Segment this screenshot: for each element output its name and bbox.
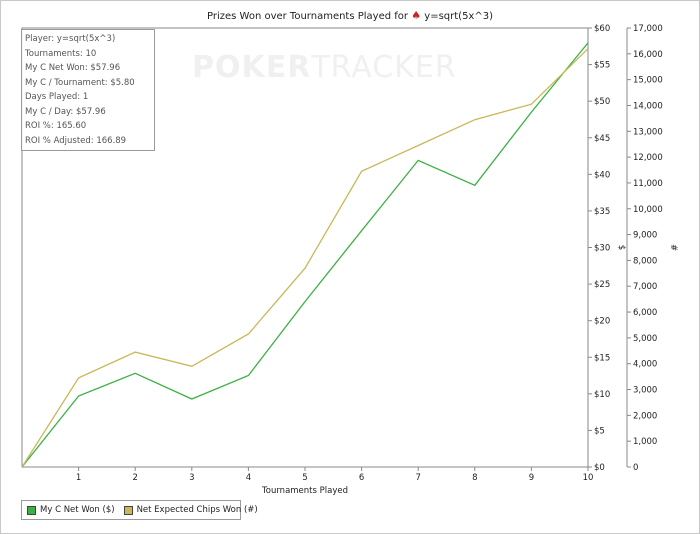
y-right-tick-label: 5,000 [633,334,657,344]
y-left-tick-label: $45 [594,134,610,144]
x-tick-label: 4 [246,473,251,483]
y-left-tick-label: $5 [594,426,605,436]
x-tick-label: 5 [302,473,307,483]
x-tick-label: 1 [76,473,81,483]
y-right-tick-label: 14,000 [633,101,663,111]
stat-line: My C Net Won: $57.96 [25,63,121,73]
y-left-tick-label: $55 [594,61,610,71]
stats-box: Player: y=sqrt(5x^3) Tournaments: 10 My C … [21,29,155,151]
y-right-tick-label: 4,000 [633,360,657,370]
x-tick-label: 3 [189,473,194,483]
stat-line: Tournaments: 10 [25,48,97,59]
x-tick-label: 10 [583,473,594,483]
legend-item: My C Net Won ($) [27,505,115,515]
legend-swatch [27,505,36,515]
chart-title-player: y=sqrt(5x^3) [424,11,493,22]
y-right-tick-label: 6,000 [633,308,657,318]
y-left-tick-label: $25 [594,280,610,290]
spade-icon: ♠ [411,9,422,22]
legend-label: My C Net Won ($) [40,505,115,515]
legend-swatch [123,505,133,515]
y-left-tick-label: $60 [594,24,610,34]
stat-line: ROI %: 165.60 [25,121,87,131]
x-axis-title: Tournaments Played [261,486,348,496]
y-left-tick-label: $20 [594,317,610,327]
y-right-tick-label: 17,000 [633,24,663,34]
y-right-tick-label: 1,000 [633,437,657,447]
y-right-tick-label: 11,000 [633,179,663,189]
y-right-tick-label: 0 [633,463,638,473]
x-tick-label: 9 [529,473,534,483]
stat-line: Player: y=sqrt(5x^3) [25,34,116,44]
y-left-tick-label: $0 [594,463,605,473]
y-right-tick-label: 3,000 [633,386,657,396]
stat-line: Days Played: 1 [25,92,89,102]
x-tick-label: 8 [472,473,477,483]
y-right-tick-label: 7,000 [633,282,657,292]
stat-line: My C / Tournament: $5.80 [25,77,135,88]
legend-item: Net Expected Chips Won (#) [123,505,258,515]
chart-title: Prizes Won over Tournaments Played for ♠… [0,9,700,22]
y-left-tick-label: $35 [594,207,610,217]
x-tick-label: 6 [359,473,364,483]
y-right-tick-label: 10,000 [633,205,663,215]
y-left-axis-title: $ [616,245,626,250]
x-tick-label: 7 [415,473,420,483]
y-left-tick-label: $50 [594,97,610,107]
series-line [21,48,589,468]
y-right-tick-label: 15,000 [633,76,663,86]
chart-legend: My C Net Won ($) Net Expected Chips Won (… [21,500,258,520]
y-left-tick-label: $15 [594,353,610,363]
stat-line: My C / Day: $57.96 [25,106,106,117]
y-left-tick-label: $10 [594,390,610,400]
series-line [21,42,589,468]
y-right-tick-label: 2,000 [633,411,657,421]
x-tick-label: 2 [132,473,137,483]
y-right-tick-label: 13,000 [633,127,663,137]
y-right-axis-title: # [668,244,678,251]
legend-label: Net Expected Chips Won (#) [136,505,258,515]
y-left-tick-label: $30 [594,244,610,254]
y-right-tick-label: 12,000 [633,153,663,163]
watermark-logo: POKERTRACKER [192,50,457,85]
stat-line: ROI % Adjusted: 166.89 [25,135,127,146]
y-right-tick-label: 9,000 [633,231,657,241]
y-right-tick-label: 16,000 [633,50,663,60]
y-right-tick-label: 8,000 [633,256,657,266]
y-left-tick-label: $40 [594,170,610,180]
chart-title-prefix: Prizes Won over Tournaments Played for [206,11,409,22]
